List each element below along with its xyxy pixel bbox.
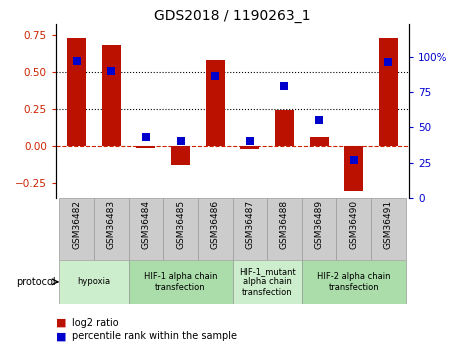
Bar: [337, 198, 371, 260]
Point: [142, 135, 150, 140]
Text: HIF-2 alpha chain
transfection: HIF-2 alpha chain transfection: [317, 272, 391, 292]
Text: HIF-1_mutant
alpha chain
transfection: HIF-1_mutant alpha chain transfection: [239, 267, 296, 297]
Bar: [128, 260, 232, 304]
Bar: [371, 198, 406, 260]
Text: percentile rank within the sample: percentile rank within the sample: [72, 332, 237, 341]
Bar: [59, 198, 94, 260]
Bar: [128, 198, 163, 260]
Text: GSM36485: GSM36485: [176, 200, 185, 249]
Bar: [102, 45, 121, 146]
Bar: [59, 260, 128, 304]
Bar: [275, 110, 294, 146]
Text: GSM36488: GSM36488: [280, 200, 289, 249]
Bar: [206, 60, 225, 146]
Text: GSM36486: GSM36486: [211, 200, 219, 249]
Text: HIF-1 alpha chain
transfection: HIF-1 alpha chain transfection: [144, 272, 217, 292]
Bar: [240, 146, 259, 149]
Point: [73, 58, 80, 64]
Point: [385, 60, 392, 65]
Text: ■: ■: [56, 332, 66, 341]
Bar: [232, 260, 302, 304]
Text: GSM36490: GSM36490: [349, 200, 358, 249]
Text: GSM36487: GSM36487: [246, 200, 254, 249]
Text: ■: ■: [56, 318, 66, 327]
Bar: [198, 198, 232, 260]
Bar: [344, 146, 363, 190]
Bar: [302, 260, 406, 304]
Point: [350, 157, 358, 162]
Text: GSM36489: GSM36489: [315, 200, 324, 249]
Bar: [267, 198, 302, 260]
Point: [315, 118, 323, 123]
Point: [212, 74, 219, 79]
Bar: [136, 146, 155, 148]
Text: GSM36482: GSM36482: [72, 200, 81, 249]
Point: [177, 139, 184, 144]
Bar: [163, 198, 198, 260]
Text: GSM36484: GSM36484: [141, 200, 150, 249]
Text: GSM36491: GSM36491: [384, 200, 393, 249]
Bar: [379, 38, 398, 146]
Bar: [310, 137, 329, 146]
Text: protocol: protocol: [16, 277, 56, 287]
Bar: [171, 146, 190, 165]
Bar: [232, 198, 267, 260]
Title: GDS2018 / 1190263_1: GDS2018 / 1190263_1: [154, 9, 311, 23]
Point: [246, 139, 253, 144]
Point: [107, 68, 115, 73]
Text: GSM36483: GSM36483: [107, 200, 116, 249]
Text: hypoxia: hypoxia: [77, 277, 111, 286]
Text: log2 ratio: log2 ratio: [72, 318, 119, 327]
Bar: [94, 198, 128, 260]
Bar: [67, 38, 86, 146]
Bar: [302, 198, 337, 260]
Point: [281, 83, 288, 89]
